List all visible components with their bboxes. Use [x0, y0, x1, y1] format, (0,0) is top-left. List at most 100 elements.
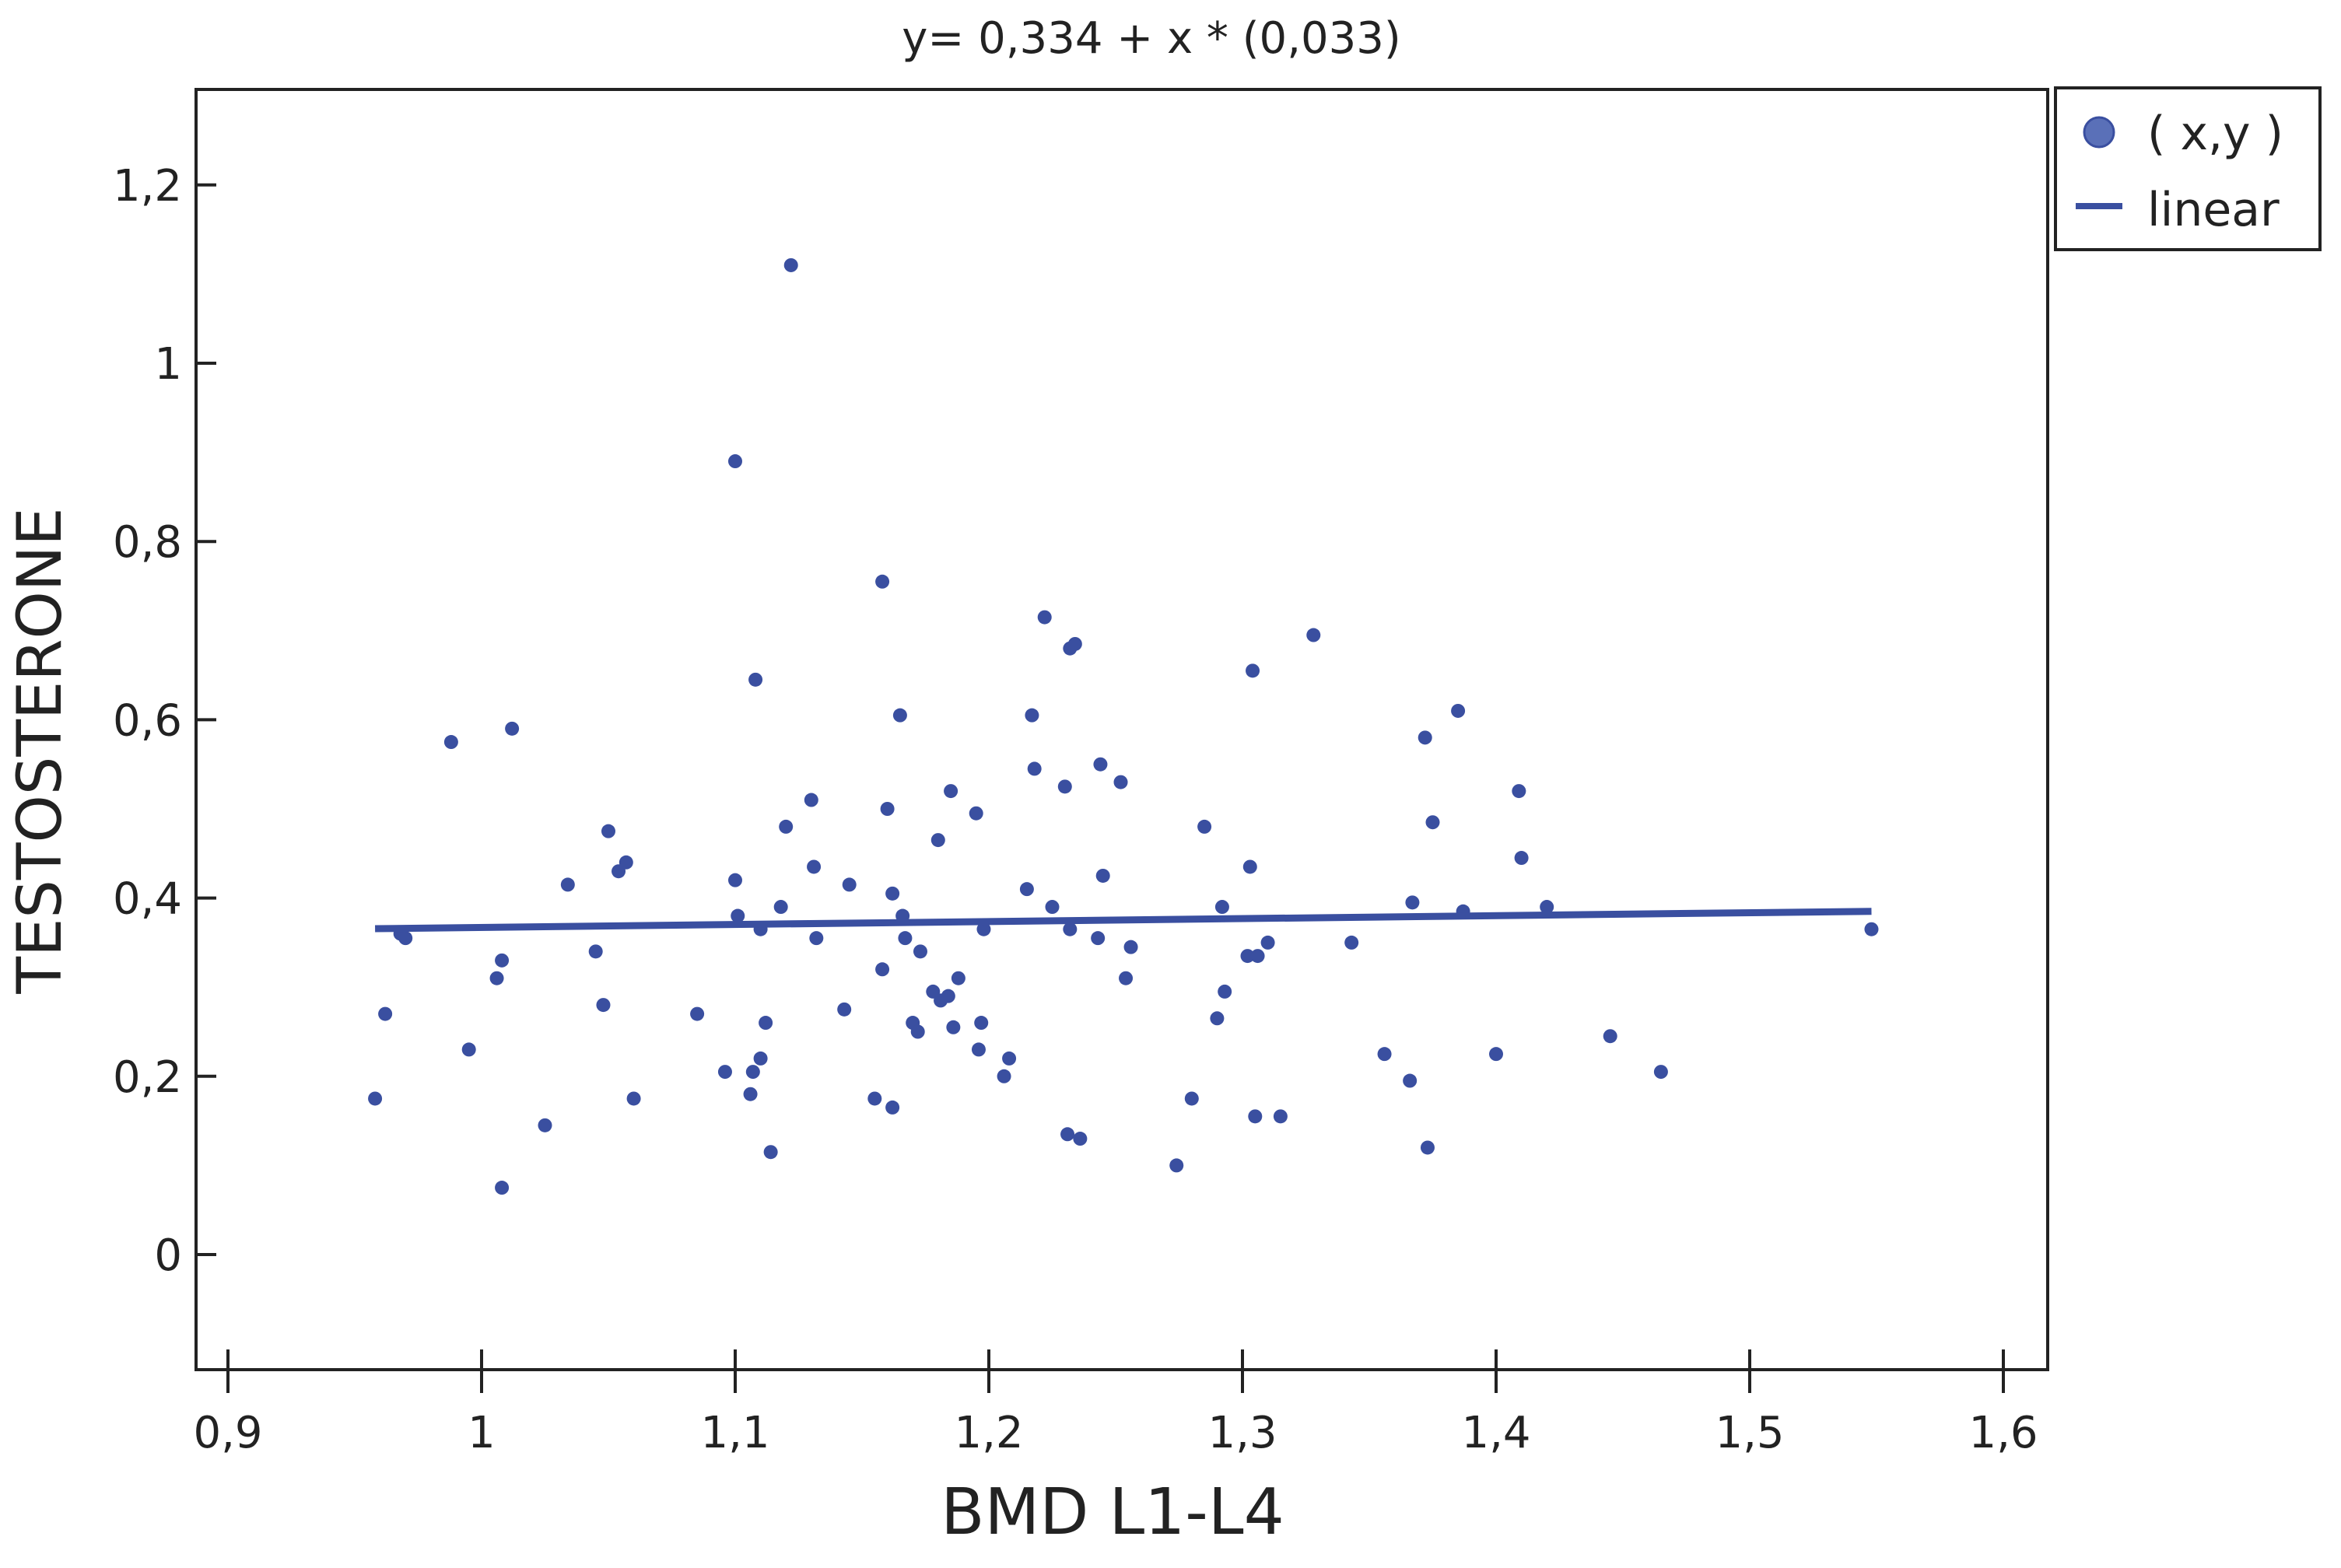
data-point [1197, 819, 1212, 834]
data-point [1248, 1109, 1263, 1124]
data-point [946, 1020, 961, 1034]
data-point [495, 1181, 510, 1195]
data-point [505, 721, 520, 736]
data-point [1653, 1065, 1668, 1080]
y-tick-label: 0,2 [113, 1052, 182, 1103]
data-point [867, 1091, 882, 1106]
data-point [743, 1087, 758, 1101]
data-point [1045, 900, 1060, 915]
data-point [944, 784, 958, 799]
data-point [804, 793, 818, 807]
data-point [1214, 900, 1229, 915]
y-axis-label: TESTOSTERONE [5, 507, 75, 994]
data-point [1025, 708, 1039, 723]
data-point [997, 1069, 1011, 1083]
data-point [619, 855, 633, 870]
data-point [913, 944, 927, 959]
y-tick-label: 0,6 [113, 695, 182, 746]
data-point [398, 931, 413, 946]
x-tick-label: 0,9 [193, 1408, 262, 1458]
data-point [892, 708, 907, 723]
data-point [1027, 761, 1042, 776]
x-axis-label: BMD L1-L4 [941, 1475, 1284, 1549]
data-point [910, 1024, 925, 1039]
data-point [974, 1016, 989, 1031]
data-point [728, 873, 742, 887]
x-tick-label: 1,5 [1715, 1408, 1784, 1458]
points-layer [368, 257, 1879, 1195]
data-point [1451, 703, 1466, 718]
data-point [1425, 815, 1440, 830]
data-point [728, 454, 742, 469]
x-tick-label: 1,2 [954, 1408, 1023, 1458]
data-point [1093, 757, 1108, 772]
data-point [885, 886, 900, 901]
data-point [489, 971, 504, 985]
data-point [596, 998, 611, 1013]
data-point [1273, 1109, 1288, 1124]
data-point [783, 257, 798, 272]
data-point [443, 735, 458, 750]
data-point [875, 574, 890, 589]
data-point [1512, 784, 1526, 799]
data-point [809, 931, 824, 946]
data-point [773, 900, 788, 915]
legend: ( x,y ) linear [2054, 86, 2322, 251]
data-point [1403, 1073, 1418, 1088]
y-tick-label: 0 [154, 1230, 182, 1281]
data-point [1019, 882, 1034, 897]
y-tick-label: 1 [154, 339, 182, 390]
x-tick-label: 1,6 [1968, 1408, 2038, 1458]
data-point [748, 672, 763, 687]
x-axis: 0,9 1 1,1 1,2 1,3 1,4 1,5 1,6 [193, 1349, 2038, 1458]
data-point [1002, 1051, 1017, 1066]
data-point [1242, 859, 1257, 874]
data-point [1095, 868, 1110, 883]
data-point [378, 1006, 393, 1021]
data-point [759, 1016, 773, 1031]
data-point [1240, 949, 1255, 964]
data-point [1218, 984, 1232, 999]
x-tick-label: 1,1 [700, 1408, 769, 1458]
data-point [753, 1051, 768, 1066]
data-point [969, 806, 983, 821]
legend-label-points: ( x,y ) [2147, 107, 2283, 161]
data-point [837, 1002, 852, 1017]
data-point [880, 802, 895, 816]
data-point [1260, 935, 1275, 950]
regression-line [375, 908, 1872, 933]
data-point [560, 877, 575, 892]
data-point [1169, 1158, 1184, 1173]
y-tick-label: 1,2 [113, 161, 182, 212]
data-point [1603, 1029, 1617, 1044]
data-point [495, 953, 510, 968]
data-point [1057, 779, 1072, 794]
data-point [745, 1065, 760, 1080]
data-point [1184, 1091, 1199, 1106]
data-point [1420, 1140, 1435, 1155]
data-point [1250, 949, 1265, 964]
legend-marker-points [2083, 116, 2115, 149]
x-tick-label: 1,3 [1207, 1408, 1277, 1458]
data-point [690, 1006, 705, 1021]
chart-title: y= 0,334 + x * (0,033) [902, 13, 1400, 64]
regression-line-layer [375, 908, 1872, 933]
data-point [717, 1065, 732, 1080]
data-point [976, 922, 991, 936]
data-point [1123, 940, 1138, 954]
data-point [763, 1145, 778, 1160]
data-point [368, 1091, 383, 1106]
data-point [930, 833, 945, 848]
data-point [1344, 935, 1359, 950]
data-point [731, 908, 745, 923]
data-point [461, 1042, 476, 1057]
x-tick-label: 1 [468, 1408, 496, 1458]
data-point [1113, 775, 1128, 789]
y-tick-label: 0,4 [113, 874, 182, 925]
legend-label-line: linear [2147, 183, 2280, 237]
data-point [898, 931, 913, 946]
data-point [1210, 1011, 1225, 1026]
